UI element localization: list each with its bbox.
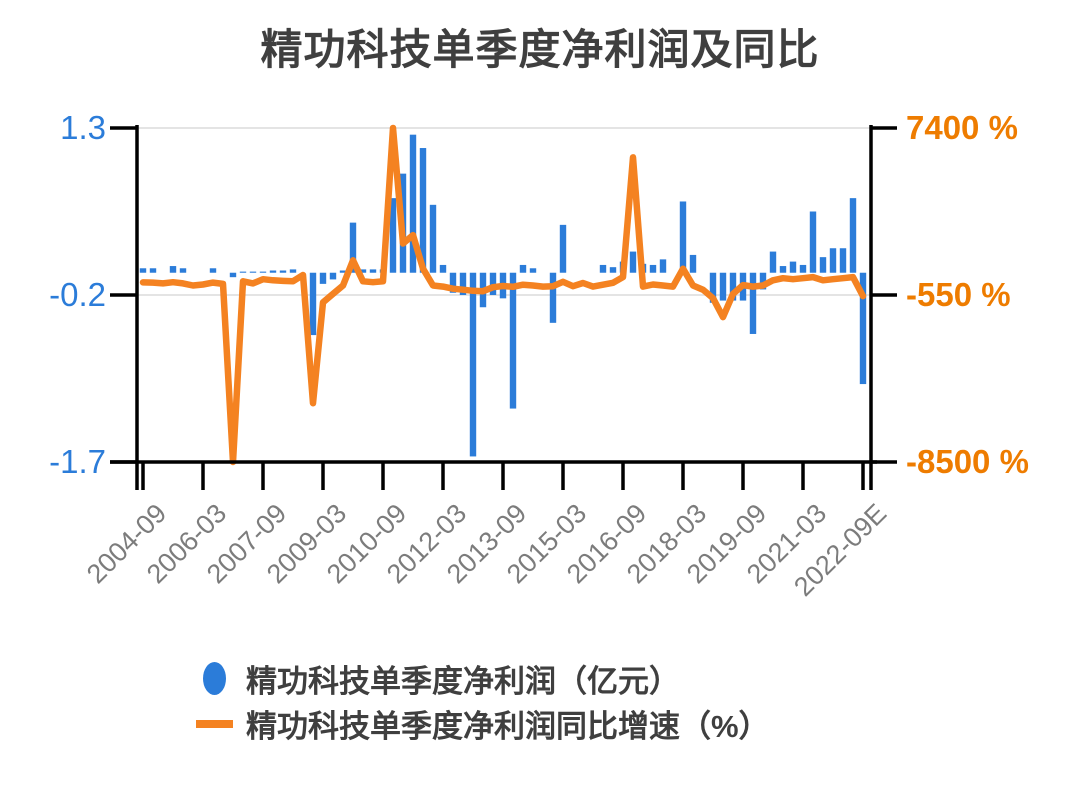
left-axis-tick-label: -0.2	[49, 276, 106, 313]
left-axis-tick-label: -1.7	[49, 443, 106, 480]
bar-quarterly-net-profit	[469, 272, 477, 457]
bar-quarterly-net-profit	[269, 270, 277, 273]
bar-quarterly-net-profit	[729, 272, 737, 301]
bar-quarterly-net-profit	[329, 272, 337, 280]
bar-quarterly-net-profit	[809, 211, 817, 273]
right-axis-tick-label: -8500 %	[906, 443, 1029, 480]
legend-marker-box	[190, 719, 238, 728]
bar-quarterly-net-profit	[229, 272, 237, 278]
legend-item-net-profit: 精功科技单季度净利润（亿元）	[190, 656, 770, 701]
bar-quarterly-net-profit	[149, 268, 157, 273]
bar-quarterly-net-profit	[609, 267, 617, 273]
bar-quarterly-net-profit	[179, 268, 187, 273]
bar-quarterly-net-profit	[839, 248, 847, 273]
bar-quarterly-net-profit	[429, 204, 437, 273]
bar-quarterly-net-profit	[289, 269, 297, 273]
bar-quarterly-net-profit	[749, 272, 757, 334]
bar-quarterly-net-profit	[209, 268, 217, 273]
bar-quarterly-net-profit	[339, 270, 347, 273]
bar-quarterly-net-profit	[389, 198, 397, 273]
bar-quarterly-net-profit	[799, 264, 807, 273]
bar-quarterly-net-profit	[679, 201, 687, 273]
bar-quarterly-net-profit	[529, 268, 537, 273]
bar-quarterly-net-profit	[459, 272, 467, 295]
bar-quarterly-net-profit	[789, 261, 797, 273]
legend-item-yoy-growth: 精功科技单季度净利润同比增速（%）	[190, 701, 770, 746]
line-series-marker-icon	[195, 719, 233, 728]
bar-quarterly-net-profit	[849, 198, 857, 273]
legend-label-yoy-growth: 精功科技单季度净利润同比增速（%）	[246, 709, 770, 744]
bar-quarterly-net-profit	[279, 270, 287, 273]
line-yoy-growth	[139, 124, 867, 466]
bar-quarterly-net-profit	[319, 272, 327, 284]
legend-label-net-profit: 精功科技单季度净利润（亿元）	[246, 664, 680, 699]
bar-quarterly-net-profit	[349, 222, 357, 273]
bar-quarterly-net-profit	[239, 271, 247, 273]
bar-quarterly-net-profit	[519, 264, 527, 273]
bar-quarterly-net-profit	[689, 254, 697, 273]
bar-quarterly-net-profit	[439, 264, 447, 273]
bar-quarterly-net-profit	[829, 248, 837, 273]
bar-quarterly-net-profit	[489, 272, 497, 295]
bar-quarterly-net-profit	[359, 269, 367, 273]
bar-quarterly-net-profit	[409, 134, 417, 273]
bar-quarterly-net-profit	[259, 271, 267, 273]
bar-quarterly-net-profit	[419, 148, 427, 273]
right-axis-tick-label: -550 %	[906, 276, 1011, 313]
bar-quarterly-net-profit	[719, 272, 727, 301]
legend: 精功科技单季度净利润（亿元） 精功科技单季度净利润同比增速（%）	[190, 656, 770, 746]
bar-quarterly-net-profit	[759, 272, 767, 290]
bar-series-marker-icon	[202, 662, 226, 695]
bar-quarterly-net-profit	[449, 272, 457, 293]
chart-title: 精功科技单季度净利润及同比	[260, 26, 820, 73]
right-axis-tick-label: 7400 %	[906, 109, 1018, 146]
bar-quarterly-net-profit	[629, 251, 637, 273]
bar-quarterly-net-profit	[139, 268, 147, 273]
bar-quarterly-net-profit	[659, 259, 667, 273]
bar-quarterly-net-profit	[819, 257, 827, 273]
bar-quarterly-net-profit	[549, 272, 557, 323]
bar-quarterly-net-profit	[509, 272, 517, 409]
bar-quarterly-net-profit	[859, 272, 867, 385]
bar-quarterly-net-profit	[559, 224, 567, 273]
left-axis-tick-label: 1.3	[60, 109, 106, 146]
legend-marker-box	[190, 662, 238, 695]
bar-quarterly-net-profit	[369, 269, 377, 273]
bar-quarterly-net-profit	[769, 251, 777, 273]
bar-quarterly-net-profit	[779, 266, 787, 273]
bar-quarterly-net-profit	[169, 266, 177, 273]
bar-quarterly-net-profit	[249, 271, 257, 273]
bar-quarterly-net-profit	[309, 272, 317, 336]
bar-quarterly-net-profit	[709, 272, 717, 303]
bar-quarterly-net-profit	[649, 264, 657, 273]
bar-quarterly-net-profit	[599, 264, 607, 273]
